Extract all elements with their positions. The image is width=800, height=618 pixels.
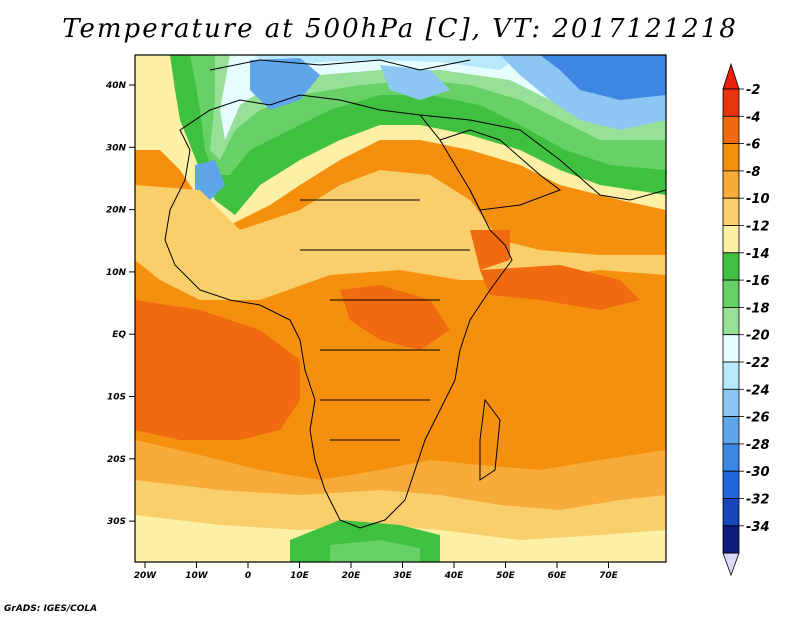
lat-tick-label: 10N <box>106 268 127 278</box>
colorbar-segment <box>722 170 740 199</box>
colorbar-label: -32 <box>746 493 770 508</box>
lat-tick-label: 10S <box>107 393 126 403</box>
colorbar-segment <box>722 334 740 363</box>
lat-tick-label: 20N <box>106 206 127 216</box>
colorbar-label: -34 <box>746 520 770 535</box>
lon-tick-label: 50E <box>496 571 516 581</box>
colorbar-label: -6 <box>746 138 760 153</box>
colorbar-label: -14 <box>746 247 770 262</box>
colorbar-label: -2 <box>746 83 760 98</box>
lat-tick-label: EQ <box>112 330 126 340</box>
coastlines <box>164 59 666 529</box>
colorbar-label: -22 <box>746 356 770 371</box>
colorbar-label: -30 <box>746 465 770 480</box>
colorbar-label: -10 <box>746 192 770 207</box>
lon-tick-label: 70E <box>599 571 619 581</box>
colorbar-segment <box>722 115 740 145</box>
lon-tick-label: 20W <box>134 571 158 581</box>
lon-ticks: 20W 10W 0 10E 20E 30E 40E 50E 60E 70E <box>134 562 619 581</box>
lon-tick-label: 30E <box>393 571 413 581</box>
colorbar-top-arrow <box>722 62 740 90</box>
colorbar-segment <box>722 416 740 445</box>
lon-tick-label: 20E <box>342 571 362 581</box>
colorbar-segment <box>722 306 740 336</box>
colorbar-segment <box>722 498 740 527</box>
colorbar-segment <box>722 470 740 499</box>
lat-tick-label: 30N <box>106 143 127 153</box>
colorbar-segment <box>722 361 740 390</box>
colorbar-label: -4 <box>746 110 760 125</box>
lon-tick-label: 10W <box>185 571 209 581</box>
colorbar-segment <box>722 143 740 172</box>
lon-tick-label: 40E <box>444 571 465 581</box>
colorbar-label: -18 <box>746 301 770 316</box>
colorbar-segment <box>722 388 740 417</box>
colorbar-segment <box>722 88 740 117</box>
lon-tick-label: 60E <box>548 571 568 581</box>
colorbar-bottom-arrow <box>722 552 740 577</box>
temperature-field <box>135 55 666 562</box>
lon-tick-label: 0 <box>245 571 251 581</box>
colorbar-label: -20 <box>746 329 770 344</box>
colorbar-segment <box>722 279 740 308</box>
colorbar-segment <box>722 252 740 281</box>
colorbar-label: -26 <box>746 411 770 426</box>
colorbar: -2 -4 -6 -8 -10 -12 -14 -16 -18 -20 -22 -24 -26 -28 -3… <box>722 62 770 577</box>
lat-tick-label: 30S <box>107 517 126 527</box>
colorbar-label: -28 <box>746 438 770 453</box>
footer-credit: GrADS: IGES/COLA <box>4 604 98 614</box>
colorbar-segment <box>722 525 740 554</box>
plot-frame <box>134 54 667 563</box>
colorbar-label: -12 <box>746 220 770 235</box>
map-title: Temperature at 500hPa [C], VT: 201712121… <box>62 14 738 44</box>
colorbar-label: -16 <box>746 274 770 289</box>
lat-tick-label: 40N <box>105 81 127 91</box>
colorbar-segment <box>722 225 740 254</box>
lat-ticks: 40N 30N 20N 10N EQ 10S 20S 30S <box>105 81 135 527</box>
colorbar-segment <box>722 443 740 472</box>
colorbar-label: -24 <box>746 383 770 398</box>
lon-tick-label: 10E <box>290 571 310 581</box>
colorbar-segment <box>722 197 740 226</box>
lat-tick-label: 20S <box>107 455 126 465</box>
colorbar-label: -8 <box>746 165 760 180</box>
